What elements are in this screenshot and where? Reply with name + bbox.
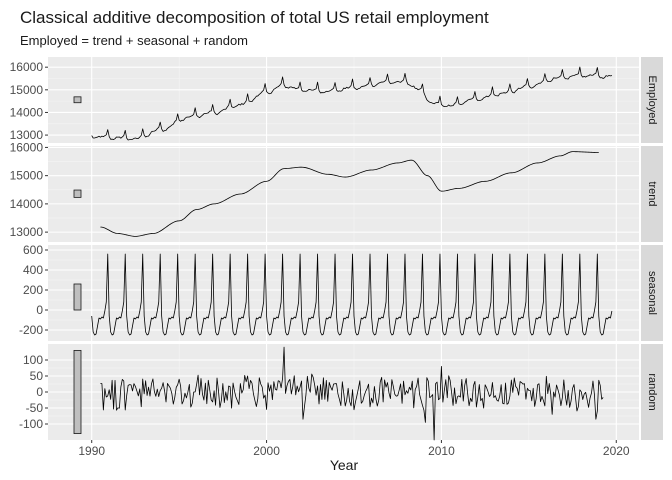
y-tick-label: 0 xyxy=(36,303,43,317)
y-tick-label: -100 xyxy=(19,417,43,431)
y-tick-label: 14000 xyxy=(10,105,44,119)
panel-strip xyxy=(641,344,663,440)
panel-random: -100 -50 0 50 100 random xyxy=(19,344,663,441)
y-tick-label: 13000 xyxy=(10,225,44,239)
x-tick-label: 2020 xyxy=(603,444,630,458)
y-tick-label: 14000 xyxy=(10,197,44,211)
panel-strip-label: random xyxy=(646,373,658,410)
scale-bar xyxy=(73,189,82,198)
panel-background xyxy=(48,245,639,341)
y-tick-label: 13000 xyxy=(10,128,44,142)
panel-Employed: 13000 14000 15000 16000 Employed xyxy=(10,57,663,143)
x-tick-label: 2000 xyxy=(253,444,280,458)
scale-bar xyxy=(73,96,82,104)
y-tick-label: 600 xyxy=(23,243,43,257)
x-tick-label: 2010 xyxy=(428,444,455,458)
scale-bar xyxy=(73,283,82,311)
panel-strip xyxy=(641,146,663,242)
y-tick-label: 15000 xyxy=(10,83,44,97)
scale-bar xyxy=(73,349,82,434)
y-tick-label: 0 xyxy=(36,385,43,399)
chart-title: Classical additive decomposition of tota… xyxy=(20,8,489,27)
y-tick-label: 15000 xyxy=(10,169,44,183)
y-tick-label: -200 xyxy=(19,323,43,337)
y-tick-label: 400 xyxy=(23,263,43,277)
y-tick-label: 200 xyxy=(23,283,43,297)
series-line-seasonal xyxy=(91,253,613,336)
panel-background xyxy=(48,57,639,143)
panel-strip xyxy=(641,245,663,341)
series-line-random xyxy=(100,346,604,441)
panel-background xyxy=(48,146,639,242)
y-tick-label: 50 xyxy=(30,369,44,383)
panel-trend: 13000 14000 15000 16000 trend xyxy=(10,140,663,242)
y-tick-label: 16000 xyxy=(10,60,44,74)
y-tick-label: -50 xyxy=(26,401,44,415)
panel-strip xyxy=(641,57,663,143)
series-line-trend xyxy=(100,151,599,237)
panel-strip-label: Employed xyxy=(646,76,658,125)
panels: 13000 14000 15000 16000 Employed 13000 14000 15… xyxy=(10,57,663,441)
x-tick-label: 1990 xyxy=(78,444,105,458)
panel-strip-label: seasonal xyxy=(646,271,658,315)
panel-strip-label: trend xyxy=(646,181,658,206)
x-axis: 1990 2000 2010 2020 xyxy=(78,440,630,458)
chart-subtitle: Employed = trend + seasonal + random xyxy=(20,33,248,48)
x-axis-label: Year xyxy=(330,457,359,473)
panel-seasonal: -200 0 200 400 600 seasonal xyxy=(19,243,663,341)
y-tick-label: 16000 xyxy=(10,140,44,154)
y-tick-label: 100 xyxy=(23,353,43,367)
series-line-Employed xyxy=(91,66,612,141)
